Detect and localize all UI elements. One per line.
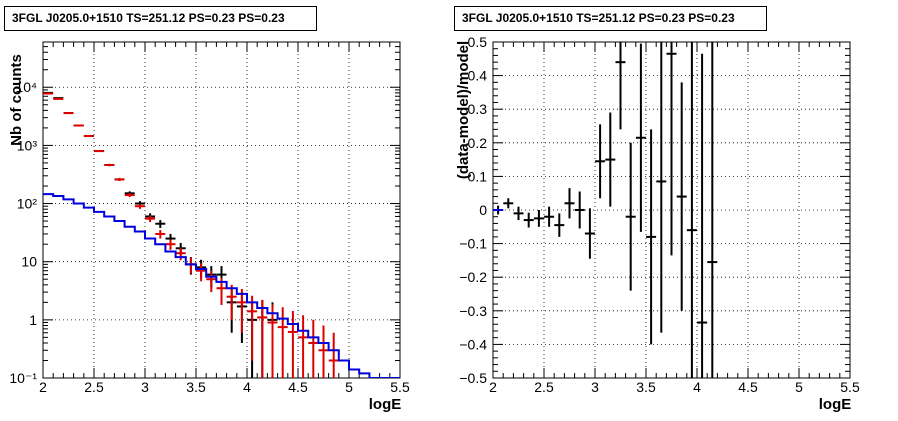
y-tick-label: 0.5 [468, 34, 488, 50]
model-point [236, 288, 247, 333]
data-point [554, 213, 565, 237]
x-tick-label: 2 [489, 379, 497, 395]
model-point [247, 295, 258, 361]
tick-marks [42, 41, 401, 379]
model-point [43, 92, 54, 95]
x-tick-label: 4 [243, 379, 251, 395]
model-point [226, 284, 237, 320]
y-tick-label: 10⁴ [15, 79, 37, 95]
model-point [165, 239, 176, 250]
data-point [513, 206, 524, 221]
grid [493, 42, 850, 378]
x-tick-label: 4 [693, 379, 701, 395]
x-axis-label: logE [819, 396, 852, 413]
x-tick-label: 4.5 [738, 379, 758, 395]
model-point [318, 325, 329, 378]
x-tick-label: 4.5 [288, 379, 308, 395]
y-axis-label: (data-model)/model [455, 41, 472, 179]
y-tick-label: 0 [479, 202, 487, 218]
y-tick-label: 0.4 [468, 68, 488, 84]
y-tick-label: 0.3 [468, 101, 488, 117]
model-point [155, 230, 166, 239]
data-point [666, 42, 677, 256]
x-tick-label: 2.5 [84, 379, 104, 395]
data-point [646, 129, 657, 345]
x-tick-label: 3 [591, 379, 599, 395]
model-point [104, 163, 115, 167]
right-plot-title: 3FGL J0205.0+1510 TS=251.12 PS=0.23 PS=0… [454, 6, 767, 31]
data-point [523, 212, 534, 228]
data-point [584, 208, 595, 259]
data-point [615, 42, 626, 130]
model-point [175, 247, 186, 261]
data-layer [43, 91, 400, 378]
left-panel-counts: 2 2.5 3 3.5 4 4.5 5 5.5 10⁻¹ 1 10 10² 10³ 10⁴ logE Nb o… [8, 41, 410, 413]
model-point [308, 319, 319, 378]
model-point [63, 112, 74, 115]
x-tick-label: 5.5 [390, 379, 410, 395]
model-point [145, 215, 156, 223]
right-panel-residuals: 2 2.5 3 3.5 4 4.5 5 5.5 −0.5 −0.4 −0.3 −0.2 −0.1 0 0.1… [455, 34, 860, 413]
model-point [287, 310, 298, 378]
data-point [625, 142, 636, 291]
data-point [155, 220, 166, 228]
model-point [328, 332, 339, 378]
y-tick-label: 1 [29, 312, 37, 328]
y-tick-label: 0.2 [468, 135, 488, 151]
y-axis-label: Nb of counts [8, 54, 25, 146]
data-layer [493, 42, 718, 378]
data-point [544, 206, 555, 227]
model-point [257, 299, 268, 378]
y-tick-label: −0.5 [459, 370, 487, 386]
data-point [503, 198, 514, 209]
y-tick-label: −0.3 [459, 303, 487, 319]
data-point [635, 43, 646, 232]
model-point [73, 124, 84, 127]
data-point [686, 42, 697, 378]
model-point [53, 97, 64, 100]
data-point [697, 53, 708, 378]
x-tick-label: 3 [141, 379, 149, 395]
model-point [298, 315, 309, 378]
x-axis-label: logE [369, 396, 402, 413]
model-component-line [43, 193, 400, 378]
y-tick-label: 10⁻¹ [9, 370, 37, 386]
model-point [83, 135, 94, 138]
x-tick-label: 5 [795, 379, 803, 395]
y-tick-label: −0.4 [459, 336, 487, 352]
x-tick-label: 5.5 [840, 379, 860, 395]
grid [43, 42, 400, 378]
model-point [124, 193, 135, 198]
x-tick-label: 3.5 [636, 379, 656, 395]
x-tick-label: 5 [345, 379, 353, 395]
model-point [134, 203, 145, 209]
data-point [595, 124, 606, 199]
plot-frame [42, 41, 401, 379]
y-tick-label: 10 [21, 254, 37, 270]
left-plot-title: 3FGL J0205.0+1510 TS=251.12 PS=0.23 PS=0… [4, 6, 317, 31]
y-tick-label: −0.1 [459, 236, 487, 252]
y-tick-label: 10³ [17, 137, 38, 153]
y-tick-label: −0.2 [459, 269, 487, 285]
data-point [656, 42, 667, 333]
y-tick-label: 10² [17, 196, 38, 212]
data-point [707, 42, 718, 378]
data-point [533, 210, 544, 227]
data-point [676, 82, 687, 311]
model-point [114, 178, 125, 181]
model-point [94, 150, 105, 153]
y-tick-label: 0.1 [468, 168, 488, 184]
x-tick-label: 2.5 [534, 379, 554, 395]
x-tick-label: 2 [39, 379, 47, 395]
model-point [196, 263, 207, 282]
data-point [564, 188, 575, 219]
model-point [267, 304, 278, 378]
data-point [574, 191, 585, 229]
x-tick-label: 3.5 [186, 379, 206, 395]
model-point [206, 270, 217, 293]
data-point [605, 112, 616, 207]
model-point [185, 257, 196, 274]
